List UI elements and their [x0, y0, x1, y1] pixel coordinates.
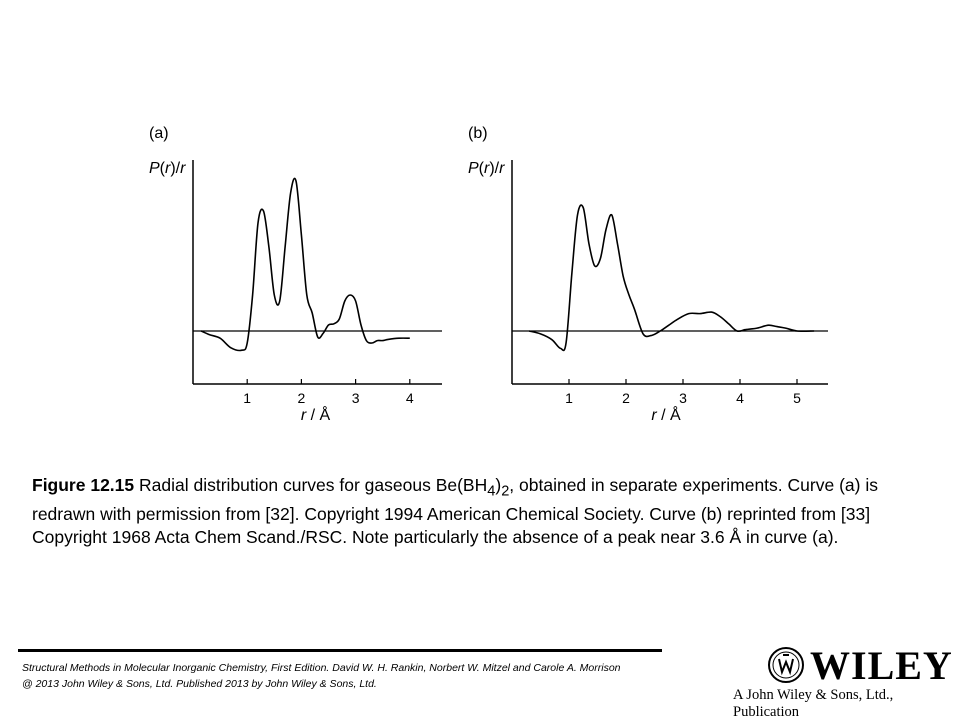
- wiley-logo-icon: [768, 647, 804, 683]
- x-axis-label-b: r / Å: [651, 405, 681, 424]
- footer-rule: [18, 649, 662, 652]
- x-tick-label-a-4: 4: [406, 390, 414, 406]
- x-tick-label-b-4: 4: [736, 390, 744, 406]
- formula-close-paren: ): [495, 475, 502, 495]
- figure-label: Figure 12.15: [32, 475, 135, 495]
- radial-distribution-charts: (a) P(r)/r 1 2 3 4 r / Å (b) P(r)/r 1 2 3 4 5 r / Å: [149, 125, 828, 424]
- rdf-curve-b: [528, 204, 815, 352]
- y-axis-label-a: P(r)/r: [149, 160, 186, 177]
- wiley-tagline: A John Wiley & Sons, Ltd., Publication: [733, 687, 894, 720]
- footer-citation: Structural Methods in Molecular Inorgani…: [22, 660, 621, 692]
- chart-panel-b: (b) P(r)/r 1 2 3 4 5 r / Å: [468, 125, 828, 424]
- x-tick-label-b-1: 1: [565, 390, 573, 406]
- y-axis-label-b: P(r)/r: [468, 160, 505, 177]
- panel-label-b: (b): [468, 125, 488, 142]
- x-tick-label-b-3: 3: [679, 390, 687, 406]
- footer-copyright-line: @ 2013 John Wiley & Sons, Ltd. Published…: [22, 678, 377, 690]
- x-tick-label-a-2: 2: [298, 390, 306, 406]
- wiley-wordmark: WILEY: [810, 643, 953, 688]
- footer-book-line: Structural Methods in Molecular Inorgani…: [22, 662, 621, 674]
- figure-caption: Figure 12.15 Radial distribution curves …: [32, 474, 932, 548]
- formula-subscript-4: 4: [487, 483, 496, 500]
- panel-label-a: (a): [149, 125, 169, 142]
- caption-text-start: Radial distribution curves for gaseous B…: [139, 475, 488, 495]
- x-tick-label-b-2: 2: [622, 390, 630, 406]
- caption-text-end: , obtained in separate experiments. Curv…: [32, 475, 878, 547]
- chart-panel-a: (a) P(r)/r 1 2 3 4 r / Å: [149, 125, 442, 424]
- formula-subscript-2: 2: [501, 483, 510, 500]
- x-axis-label-a: r / Å: [301, 405, 331, 424]
- x-tick-label-a-1: 1: [243, 390, 251, 406]
- x-tick-label-b-5: 5: [793, 390, 801, 406]
- rdf-curve-a: [200, 177, 410, 352]
- x-tick-label-a-3: 3: [352, 390, 360, 406]
